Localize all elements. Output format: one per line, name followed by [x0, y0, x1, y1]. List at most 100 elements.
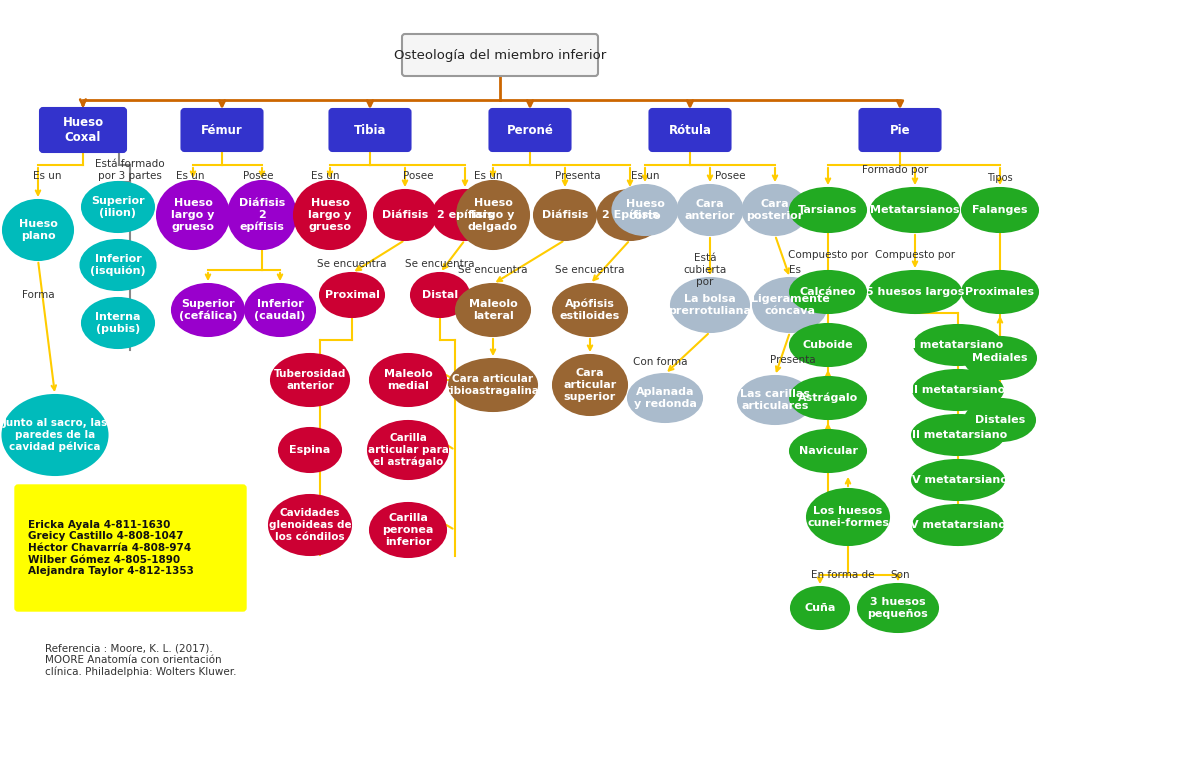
- Text: Pie: Pie: [889, 123, 911, 137]
- Text: Posee: Posee: [242, 171, 274, 181]
- Text: Osteología del miembro inferior: Osteología del miembro inferior: [394, 48, 606, 61]
- Ellipse shape: [172, 284, 244, 336]
- Ellipse shape: [410, 273, 469, 317]
- Ellipse shape: [858, 584, 938, 632]
- Text: Cuña: Cuña: [804, 603, 835, 613]
- Ellipse shape: [738, 376, 812, 424]
- Ellipse shape: [754, 278, 827, 332]
- Ellipse shape: [368, 421, 448, 479]
- Text: Inferior
(caudal): Inferior (caudal): [254, 300, 306, 320]
- Text: Es un: Es un: [311, 171, 340, 181]
- Text: Hueso
largo y
grueso: Hueso largo y grueso: [308, 199, 352, 231]
- Text: Presenta: Presenta: [770, 355, 816, 365]
- Text: II metatarsiano: II metatarsiano: [911, 385, 1006, 395]
- Ellipse shape: [790, 188, 866, 232]
- Text: Tuberosidad
anterior: Tuberosidad anterior: [274, 369, 346, 391]
- Text: Es un: Es un: [32, 171, 61, 181]
- Text: Ligeramente
cóncava: Ligeramente cóncava: [751, 294, 829, 316]
- Ellipse shape: [790, 271, 866, 313]
- Text: Maleolo
medial: Maleolo medial: [384, 369, 432, 391]
- Text: Formado por: Formado por: [862, 165, 928, 175]
- Ellipse shape: [553, 284, 628, 336]
- Text: Tarsianos: Tarsianos: [798, 205, 858, 215]
- Text: 5 huesos largos: 5 huesos largos: [866, 287, 964, 297]
- Text: Cara
posterior: Cara posterior: [746, 199, 804, 221]
- Ellipse shape: [370, 354, 446, 406]
- Text: Posee: Posee: [403, 171, 433, 181]
- Ellipse shape: [456, 284, 530, 336]
- Ellipse shape: [790, 377, 866, 419]
- Text: Metatarsianos: Metatarsianos: [870, 205, 960, 215]
- Text: Está formado
por 3 partes: Está formado por 3 partes: [95, 159, 164, 181]
- Text: Tipos: Tipos: [988, 173, 1013, 183]
- Ellipse shape: [82, 182, 154, 232]
- Ellipse shape: [269, 495, 352, 555]
- Text: Diáfisis
2
epífisis: Diáfisis 2 epífisis: [239, 198, 286, 232]
- Ellipse shape: [912, 460, 1004, 500]
- Text: Hueso
corto: Hueso corto: [625, 199, 665, 221]
- Text: Compuesto por: Compuesto por: [875, 250, 955, 260]
- Text: Distales: Distales: [974, 415, 1025, 425]
- Text: Cavidades
glenoideas de
los cóndilos: Cavidades glenoideas de los cóndilos: [269, 508, 352, 542]
- FancyBboxPatch shape: [330, 109, 410, 151]
- Text: Espina: Espina: [289, 445, 331, 455]
- Ellipse shape: [964, 337, 1036, 379]
- Ellipse shape: [278, 428, 341, 472]
- Text: Calcáneo: Calcáneo: [799, 287, 857, 297]
- Text: Superior
(cefálica): Superior (cefálica): [179, 299, 238, 321]
- Text: 2 Epífisis: 2 Epífisis: [601, 210, 659, 220]
- Ellipse shape: [2, 200, 73, 260]
- Ellipse shape: [912, 415, 1004, 455]
- Text: Las carillas
articulares: Las carillas articulares: [740, 390, 810, 411]
- FancyBboxPatch shape: [402, 34, 598, 76]
- Text: Carilla
peronea
inferior: Carilla peronea inferior: [383, 514, 433, 546]
- Ellipse shape: [271, 354, 349, 406]
- Ellipse shape: [374, 190, 436, 240]
- Text: Tibia: Tibia: [354, 123, 386, 137]
- FancyBboxPatch shape: [14, 485, 246, 611]
- Ellipse shape: [965, 399, 1034, 441]
- Text: Con forma: Con forma: [632, 357, 688, 367]
- Text: Carilla
articular para
el astrágalo: Carilla articular para el astrágalo: [367, 433, 449, 467]
- Ellipse shape: [157, 181, 229, 249]
- Text: Referencia : Moore, K. L. (2017).
MOORE Anatomía con orientación
clínica. Philad: Referencia : Moore, K. L. (2017). MOORE …: [46, 643, 236, 677]
- Text: Navicular: Navicular: [798, 446, 858, 456]
- Text: Interna
(pubis): Interna (pubis): [95, 312, 140, 334]
- Text: Mediales: Mediales: [972, 353, 1027, 363]
- FancyBboxPatch shape: [649, 109, 731, 151]
- Text: Los huesos
cunei­formes: Los huesos cunei­formes: [808, 506, 889, 528]
- Text: Maleolo
lateral: Maleolo lateral: [469, 300, 517, 320]
- Ellipse shape: [432, 190, 498, 240]
- Text: Inferior
(isquión): Inferior (isquión): [90, 254, 146, 276]
- Text: Es un: Es un: [631, 171, 659, 181]
- Ellipse shape: [869, 271, 961, 313]
- Text: Cuboide: Cuboide: [803, 340, 853, 350]
- Text: III metatarsiano: III metatarsiano: [908, 430, 1008, 440]
- Ellipse shape: [962, 188, 1038, 232]
- Ellipse shape: [871, 188, 959, 232]
- Text: En forma de: En forma de: [811, 570, 875, 580]
- Text: Peroné: Peroné: [506, 123, 553, 137]
- Text: Rótula: Rótula: [668, 123, 712, 137]
- Ellipse shape: [2, 395, 108, 475]
- Ellipse shape: [913, 505, 1003, 545]
- Text: Son: Son: [890, 570, 910, 580]
- Ellipse shape: [628, 374, 702, 422]
- Text: Falanges: Falanges: [972, 205, 1027, 215]
- Ellipse shape: [80, 240, 156, 290]
- Text: Proximal: Proximal: [324, 290, 379, 300]
- Text: Diáfisis: Diáfisis: [382, 210, 428, 220]
- Ellipse shape: [790, 324, 866, 366]
- Ellipse shape: [228, 181, 296, 249]
- Text: I metatarsiano: I metatarsiano: [912, 340, 1003, 350]
- Text: Presenta: Presenta: [556, 171, 601, 181]
- Text: Está
cubierta
por: Está cubierta por: [683, 254, 727, 286]
- Text: Junto al sacro, las
paredes de la
cavidad pélvica: Junto al sacro, las paredes de la cavida…: [2, 418, 108, 452]
- Ellipse shape: [790, 430, 866, 472]
- Ellipse shape: [678, 185, 743, 235]
- Ellipse shape: [553, 355, 628, 415]
- Ellipse shape: [612, 185, 678, 235]
- Ellipse shape: [808, 489, 889, 545]
- Text: Se encuentra: Se encuentra: [458, 265, 528, 275]
- Ellipse shape: [245, 284, 314, 336]
